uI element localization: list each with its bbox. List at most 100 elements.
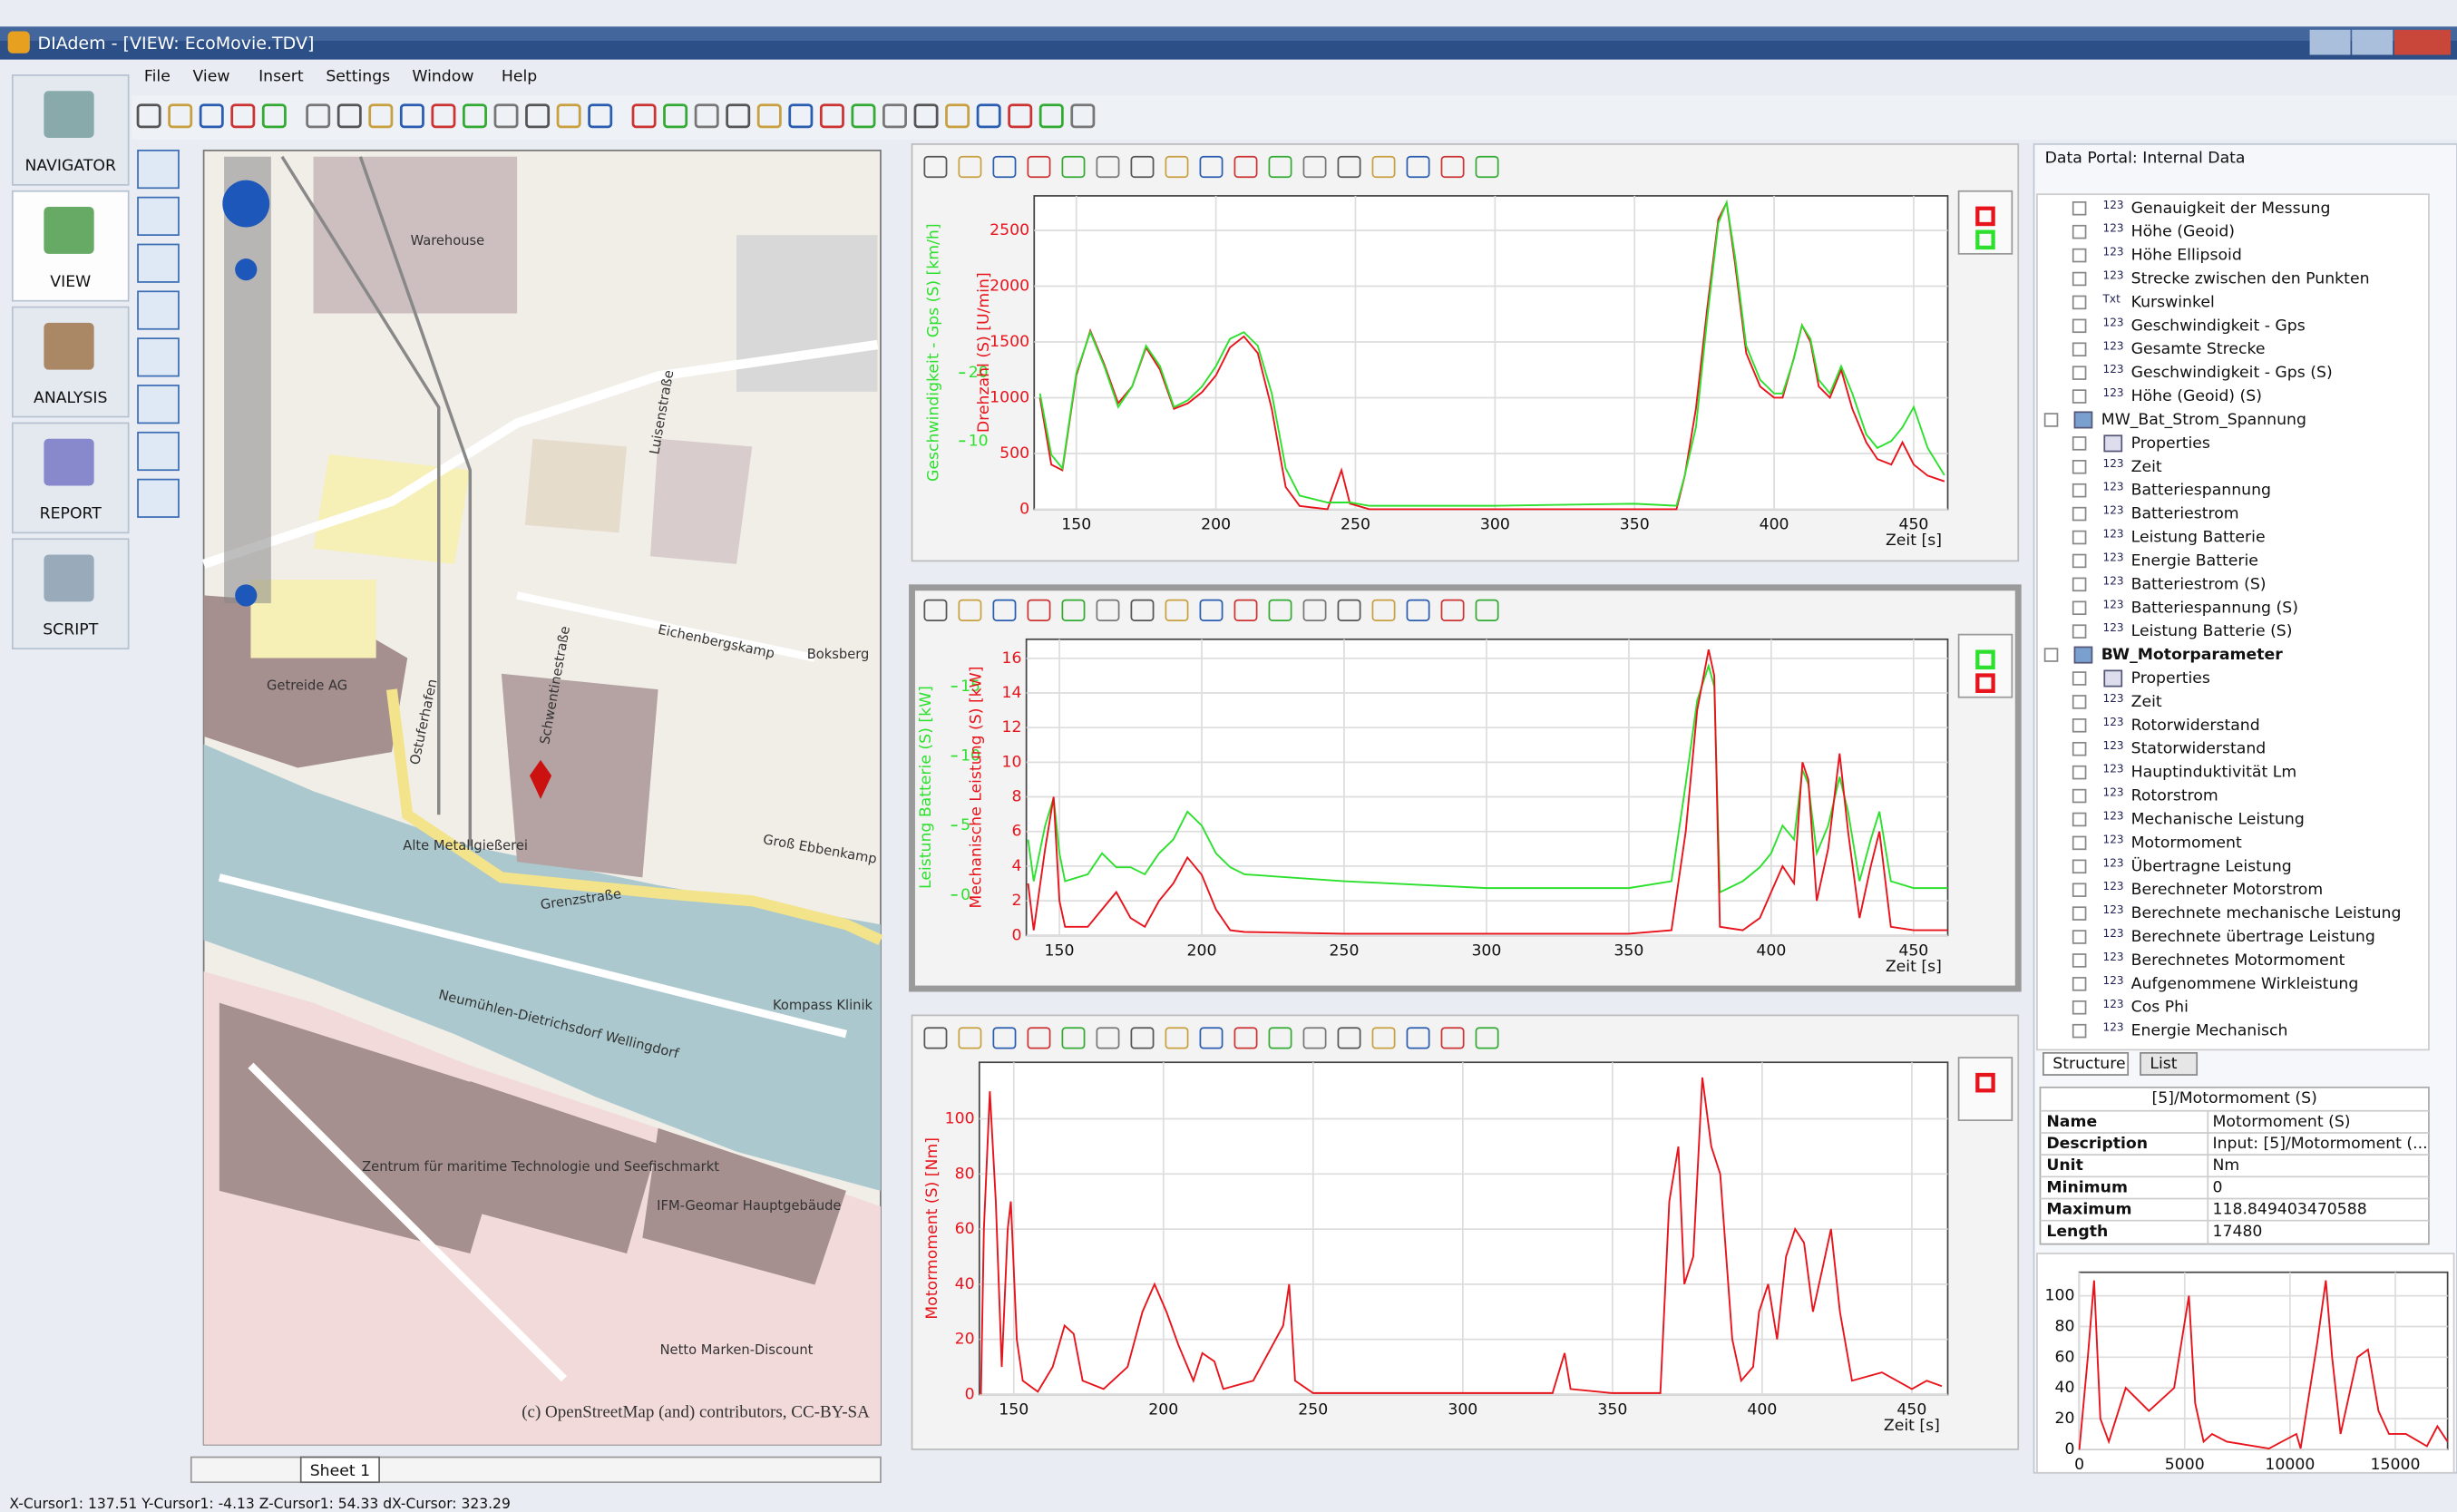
tree-item[interactable]: Leistung Batterie: [2131, 529, 2266, 547]
tree-item[interactable]: Übertragne Leistung: [2131, 855, 2292, 875]
tree-expander[interactable]: [2073, 532, 2086, 544]
tree-expander[interactable]: [2073, 743, 2086, 756]
tree-item[interactable]: Höhe (Geoid) (S): [2131, 387, 2262, 405]
title-bar-part[interactable]: [2352, 30, 2393, 55]
layout-button[interactable]: [138, 244, 179, 281]
menu-item[interactable]: Window: [412, 68, 473, 86]
layout-button[interactable]: [138, 385, 179, 423]
tree-item[interactable]: Motormoment: [2131, 834, 2242, 852]
tree-expander[interactable]: [2073, 931, 2086, 943]
tree-expander[interactable]: [2045, 414, 2058, 426]
tree-expander[interactable]: [2073, 907, 2086, 920]
sheet-tab[interactable]: Sheet 1: [310, 1462, 370, 1480]
tree-expander[interactable]: [2073, 249, 2086, 262]
layout-button[interactable]: [138, 151, 179, 188]
tree-expander[interactable]: [2073, 790, 2086, 803]
tree-item[interactable]: Berechnete mechanische Leistung: [2131, 904, 2402, 922]
nav-label[interactable]: REPORT: [40, 505, 102, 523]
tree-item[interactable]: Hauptinduktivität Lm: [2131, 764, 2297, 782]
layout-button[interactable]: [138, 198, 179, 235]
tree-item[interactable]: Rotorstrom: [2131, 787, 2218, 805]
tree-item[interactable]: Mechanische Leistung: [2131, 810, 2305, 828]
tree-item[interactable]: Zeit: [2131, 458, 2162, 476]
y-tick-label: 8: [1011, 788, 1021, 806]
title-bar-part[interactable]: [2310, 30, 2351, 55]
tree-item[interactable]: Zeit: [2131, 693, 2162, 711]
layout-button[interactable]: [138, 480, 179, 517]
tree-expander[interactable]: [2073, 1001, 2086, 1014]
tree-item[interactable]: Statorwiderstand: [2131, 740, 2267, 758]
nav-label[interactable]: VIEW: [50, 273, 91, 291]
tree-expander[interactable]: [2073, 696, 2086, 708]
tree-expander[interactable]: [2073, 719, 2086, 732]
layout-button[interactable]: [138, 338, 179, 376]
tree-expander[interactable]: [2073, 836, 2086, 849]
portal-tab-label[interactable]: List: [2150, 1055, 2177, 1073]
tree-expander[interactable]: [2073, 883, 2086, 896]
tree-item[interactable]: Energie Mechanisch: [2131, 1022, 2288, 1040]
y-tick-label: 1500: [990, 333, 1029, 351]
menu-item[interactable]: File: [144, 68, 171, 86]
tree-expander[interactable]: [2073, 601, 2086, 614]
tree-expander[interactable]: [2073, 766, 2086, 779]
tree-expander[interactable]: [2073, 273, 2086, 286]
tree-item[interactable]: Berechneter Motorstrom: [2131, 881, 2324, 899]
menu-item[interactable]: View: [193, 68, 230, 86]
tree-expander[interactable]: [2073, 343, 2086, 356]
tree-item[interactable]: Gesamte Strecke: [2131, 340, 2266, 358]
menu-item[interactable]: Help: [502, 68, 537, 86]
tree-item[interactable]: Geschwindigkeit - Gps (S): [2131, 364, 2333, 382]
map-label: Netto Marken-Discount: [660, 1342, 814, 1358]
tree-item[interactable]: Höhe (Geoid): [2131, 223, 2235, 241]
tree-expander[interactable]: [2073, 578, 2086, 590]
tree-item[interactable]: Leistung Batterie (S): [2131, 622, 2293, 640]
nav-label[interactable]: ANALYSIS: [34, 389, 107, 407]
tree-item[interactable]: Kurswinkel: [2131, 293, 2215, 311]
tree-item[interactable]: MW_Bat_Strom_Spannung: [2101, 411, 2306, 429]
tree-expander[interactable]: [2073, 555, 2086, 568]
nav-label[interactable]: NAVIGATOR: [24, 157, 116, 175]
tree-expander[interactable]: [2073, 461, 2086, 473]
tree-expander[interactable]: [2073, 437, 2086, 450]
tree-item[interactable]: BW_Motorparameter: [2101, 646, 2283, 664]
tree-item[interactable]: Genauigkeit der Messung: [2131, 200, 2331, 218]
tree-expander[interactable]: [2073, 390, 2086, 403]
tree-item[interactable]: Strecke zwischen den Punkten: [2131, 269, 2370, 288]
tree-expander[interactable]: [2073, 625, 2086, 638]
tree-item[interactable]: Batteriestrom: [2131, 505, 2239, 523]
nav-label[interactable]: SCRIPT: [43, 620, 99, 639]
tree-item[interactable]: Energie Batterie: [2131, 551, 2258, 570]
tree-expander[interactable]: [2073, 860, 2086, 873]
tree-item[interactable]: Geschwindigkeit - Gps: [2131, 317, 2306, 335]
tree-item[interactable]: Batteriespannung: [2131, 482, 2271, 500]
layout-button[interactable]: [138, 291, 179, 328]
tree-item[interactable]: Batteriestrom (S): [2131, 575, 2267, 593]
portal-tab-label[interactable]: Structure: [2052, 1055, 2125, 1073]
tree-item[interactable]: Aufgenommene Wirkleistung: [2131, 975, 2359, 993]
tree-expander[interactable]: [2073, 366, 2086, 379]
tree-item[interactable]: Properties: [2131, 669, 2210, 688]
tree-expander[interactable]: [2073, 978, 2086, 990]
tree-expander[interactable]: [2073, 954, 2086, 967]
tree-item[interactable]: Cos Phi: [2131, 999, 2189, 1017]
tree-item[interactable]: Batteriespannung (S): [2131, 599, 2298, 617]
tree-item[interactable]: Berechnete übertrage Leistung: [2131, 928, 2375, 946]
tree-item[interactable]: Höhe Ellipsoid: [2131, 247, 2242, 265]
tree-expander[interactable]: [2073, 202, 2086, 215]
tree-expander[interactable]: [2073, 484, 2086, 497]
title-bar-part[interactable]: [2394, 30, 2451, 55]
tree-expander[interactable]: [2045, 649, 2058, 661]
tree-item[interactable]: Rotorwiderstand: [2131, 717, 2260, 735]
tree-expander[interactable]: [2073, 672, 2086, 685]
tree-expander[interactable]: [2073, 319, 2086, 332]
menu-item[interactable]: Settings: [326, 68, 390, 86]
tree-item[interactable]: Properties: [2131, 434, 2210, 453]
tree-expander[interactable]: [2073, 296, 2086, 308]
menu-item[interactable]: Insert: [258, 68, 304, 86]
tree-expander[interactable]: [2073, 814, 2086, 826]
tree-expander[interactable]: [2073, 226, 2086, 239]
tree-item[interactable]: Berechnetes Motormoment: [2131, 951, 2345, 970]
tree-expander[interactable]: [2073, 508, 2086, 521]
tree-expander[interactable]: [2073, 1025, 2086, 1038]
layout-button[interactable]: [138, 433, 179, 470]
